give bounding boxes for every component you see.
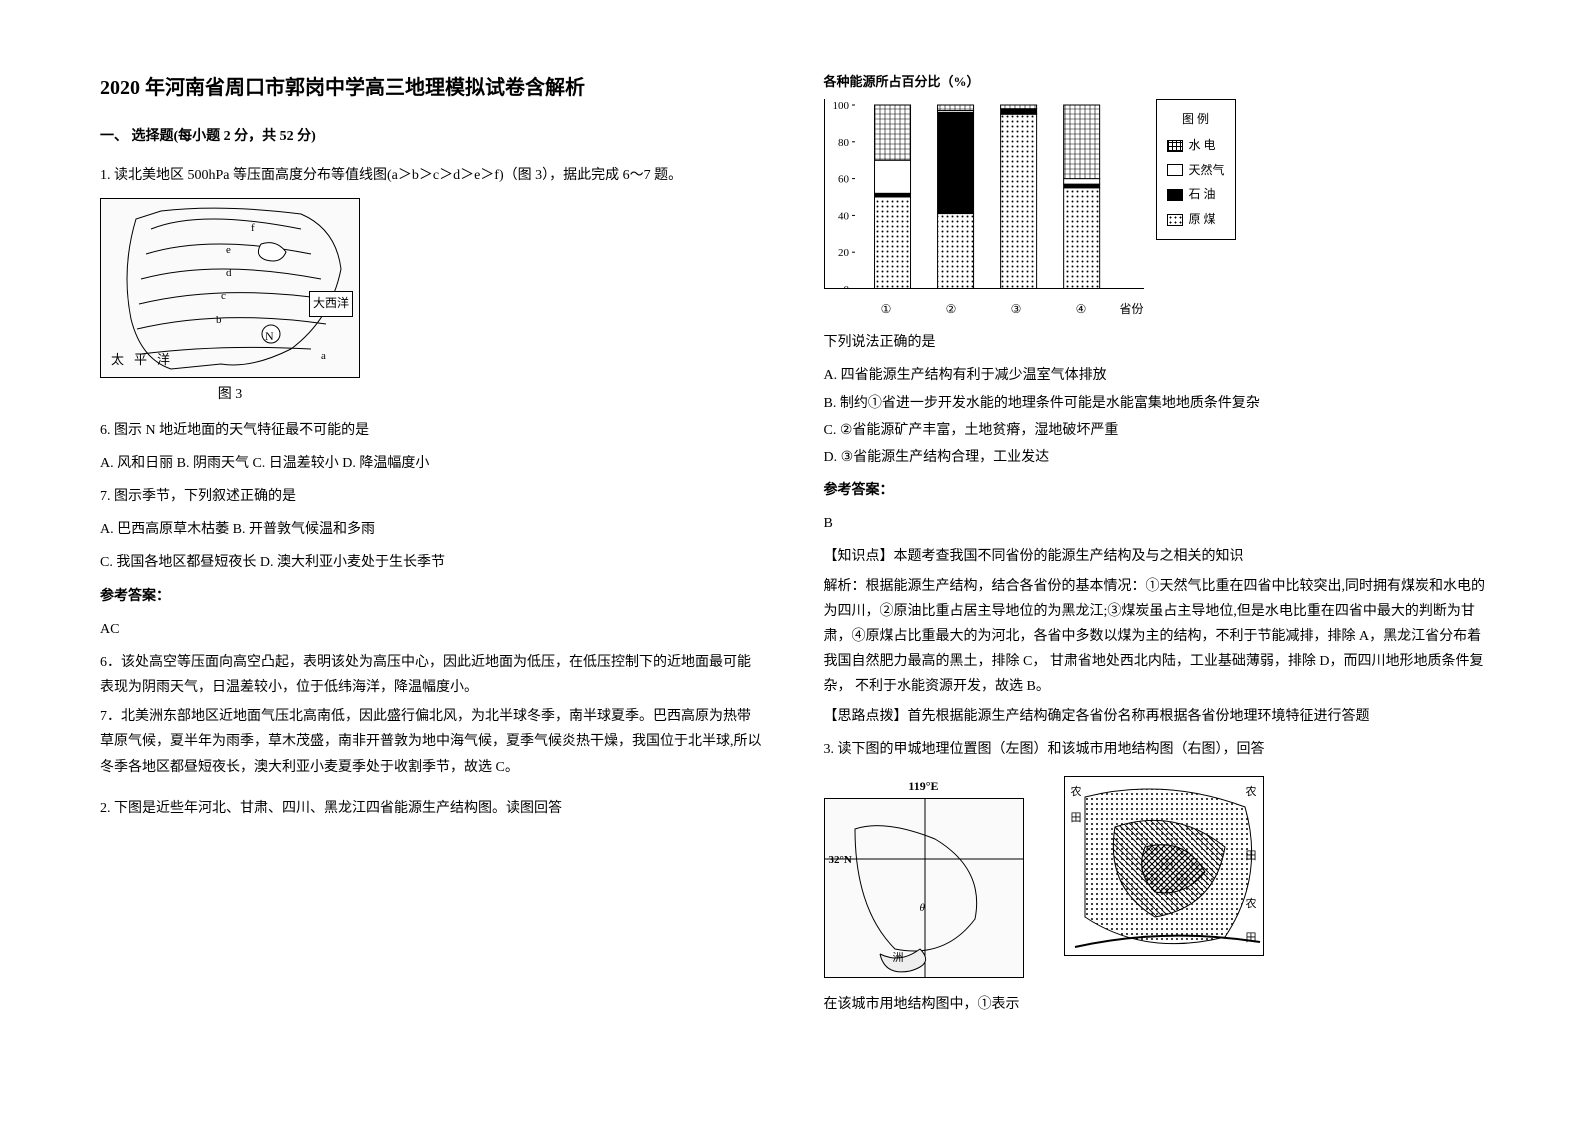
fr-t1: 田 bbox=[1246, 847, 1257, 867]
lbl-atlantic: 大西洋 bbox=[309, 291, 353, 317]
legend-row-gas: 天然气 bbox=[1167, 160, 1225, 182]
ans2: B bbox=[824, 511, 1488, 536]
q2-d: D. ③省能源生产结构合理，工业发达 bbox=[824, 445, 1488, 470]
q2-a: A. 四省能源生产结构有利于减少温室气体排放 bbox=[824, 363, 1488, 388]
q3-sub: 在该城市用地结构图中，①表示 bbox=[824, 992, 1488, 1017]
fr-n1: 农 bbox=[1246, 783, 1257, 803]
right-column: 各种能源所占百分比（%） 0 20 40 60 80 100 ①②③④省份 图 例 水 电… bbox=[824, 70, 1488, 1082]
q3-figs: 119°E 32°N θ 洲 bbox=[824, 776, 1488, 978]
figure-3: f e d c b a N 大西洋 太平洋 图 3 bbox=[100, 198, 764, 407]
q1-stem: 1. 读北美地区 500hPa 等压面高度分布等值线图(a＞b＞c＞d＞e＞f)… bbox=[100, 163, 764, 188]
lbl-f: f bbox=[251, 219, 255, 239]
q2-stem: 2. 下图是近些年河北、甘肃、四川、黑龙江四省能源生产结构图。读图回答 bbox=[100, 796, 764, 821]
q6-opts: A. 风和日丽 B. 阴雨天气 C. 日温差较小 D. 降温幅度小 bbox=[100, 451, 764, 476]
x-cat: ④ bbox=[1049, 299, 1114, 321]
lbl-pac-2: 平 bbox=[134, 352, 157, 367]
tip2: 【思路点拨】首先根据能源生产结构确定各省份名称再根据各省份地理环境特征进行答题 bbox=[824, 704, 1488, 729]
legend-label: 原 煤 bbox=[1189, 209, 1216, 231]
q6: 6. 图示 N 地近地面的天气特征最不可能的是 bbox=[100, 418, 764, 443]
section-1-head: 一、 选择题(每小题 2 分，共 52 分) bbox=[100, 124, 764, 149]
x-cat: ① bbox=[854, 299, 919, 321]
ans1: AC bbox=[100, 617, 764, 642]
lbl-d: d bbox=[226, 264, 232, 284]
x-suffix: 省份 bbox=[1114, 299, 1144, 321]
fr-t2: 田 bbox=[1246, 929, 1257, 949]
legend-swatch bbox=[1167, 189, 1183, 201]
chart-title: 各种能源所占百分比（%） bbox=[824, 70, 1488, 93]
fig3-caption: 图 3 bbox=[100, 382, 360, 407]
legend-swatch bbox=[1167, 214, 1183, 226]
legend-label: 天然气 bbox=[1189, 160, 1225, 182]
fr-t3: 田 bbox=[1071, 809, 1082, 829]
q7-c: C. 我国各地区都昼短夜长 D. 澳大利亚小麦处于生长季节 bbox=[100, 550, 764, 575]
chart-svg: 0 20 40 60 80 100 bbox=[824, 99, 1144, 289]
lbl-e: e bbox=[226, 241, 231, 261]
legend-label: 水 电 bbox=[1189, 135, 1216, 157]
chart-x-labels: ①②③④省份 bbox=[824, 299, 1144, 321]
legend-swatch bbox=[1167, 164, 1183, 176]
legend-row-coal: 原 煤 bbox=[1167, 209, 1225, 231]
fig-left-wrap: 119°E 32°N θ 洲 bbox=[824, 776, 1024, 978]
x-cat: ② bbox=[919, 299, 984, 321]
lbl-n: N bbox=[265, 326, 274, 348]
fig-landuse-map: 农 田 农 田 农 田 bbox=[1064, 776, 1264, 956]
fig-left-lon: 119°E bbox=[824, 776, 1024, 798]
exp6: 6．该处高空等压面向高空凸起，表明该处为高压中心，因此近地面为低压，在低压控制下… bbox=[100, 650, 764, 700]
lbl-c: c bbox=[221, 287, 226, 307]
lbl-pac-1: 太 bbox=[111, 352, 134, 367]
legend-label: 石 油 bbox=[1189, 184, 1216, 206]
fr-n2: 农 bbox=[1246, 895, 1257, 915]
lbl-a: a bbox=[321, 347, 326, 367]
legend-swatch bbox=[1167, 140, 1183, 152]
svg-text:20: 20 bbox=[838, 248, 850, 260]
legend-row-hydro: 水 电 bbox=[1167, 135, 1225, 157]
ref-ans-2: 参考答案： bbox=[824, 478, 1488, 503]
q2-b: B. 制约①省进一步开发水能的地理条件可能是水能富集地地质条件复杂 bbox=[824, 391, 1488, 416]
svg-text:80: 80 bbox=[838, 137, 850, 149]
fig-left-lat: 32°N bbox=[829, 851, 852, 871]
fig-location-map: 32°N θ 洲 bbox=[824, 798, 1024, 978]
map-north-america: f e d c b a N 大西洋 太平洋 bbox=[100, 198, 360, 378]
lbl-pac-3: 洋 bbox=[157, 352, 180, 367]
fig-left-zhou: 洲 bbox=[893, 949, 904, 969]
q2-c: C. ②省能源矿产丰富，土地贫瘠，湿地破坏严重 bbox=[824, 418, 1488, 443]
q7-a: A. 巴西高原草木枯萎 B. 开普敦气候温和多雨 bbox=[100, 517, 764, 542]
chart-legend: 图 例 水 电天然气石 油原 煤 bbox=[1156, 99, 1236, 240]
svg-text:60: 60 bbox=[838, 174, 850, 186]
q3-stem: 3. 读下图的甲城地理位置图（左图）和该城市用地结构图（右图），回答 bbox=[824, 737, 1488, 762]
x-cat: ③ bbox=[984, 299, 1049, 321]
svg-text:0: 0 bbox=[843, 284, 849, 289]
lbl-b: b bbox=[216, 311, 222, 331]
fig-left-theta: θ bbox=[920, 899, 925, 919]
chart-area: 0 20 40 60 80 100 ①②③④省份 图 例 水 电天然气石 油原 煤 bbox=[824, 99, 1488, 320]
doc-title: 2020 年河南省周口市郭岗中学高三地理模拟试卷含解析 bbox=[100, 70, 764, 106]
energy-chart: 各种能源所占百分比（%） 0 20 40 60 80 100 ①②③④省份 图 例 水 电… bbox=[824, 70, 1488, 320]
fr-n3: 农 bbox=[1071, 783, 1082, 803]
exp7: 7．北美洲东部地区近地面气压北高南低，因此盛行偏北风，为北半球冬季，南半球夏季。… bbox=[100, 704, 764, 780]
q7: 7. 图示季节，下列叙述正确的是 bbox=[100, 484, 764, 509]
legend-title: 图 例 bbox=[1182, 109, 1209, 131]
svg-text:40: 40 bbox=[838, 211, 850, 223]
chart-plot: 0 20 40 60 80 100 ①②③④省份 bbox=[824, 99, 1144, 320]
q2-prompt: 下列说法正确的是 bbox=[824, 330, 1488, 355]
legend-row-oil: 石 油 bbox=[1167, 184, 1225, 206]
left-column: 2020 年河南省周口市郭岗中学高三地理模拟试卷含解析 一、 选择题(每小题 2… bbox=[100, 70, 764, 1082]
kp2: 【知识点】本题考查我国不同省份的能源生产结构及与之相关的知识 bbox=[824, 544, 1488, 569]
ref-ans-1: 参考答案： bbox=[100, 584, 764, 609]
svg-text:100: 100 bbox=[832, 100, 849, 112]
exp2: 解析：根据能源生产结构，结合各省份的基本情况：①天然气比重在四省中比较突出,同时… bbox=[824, 574, 1488, 700]
